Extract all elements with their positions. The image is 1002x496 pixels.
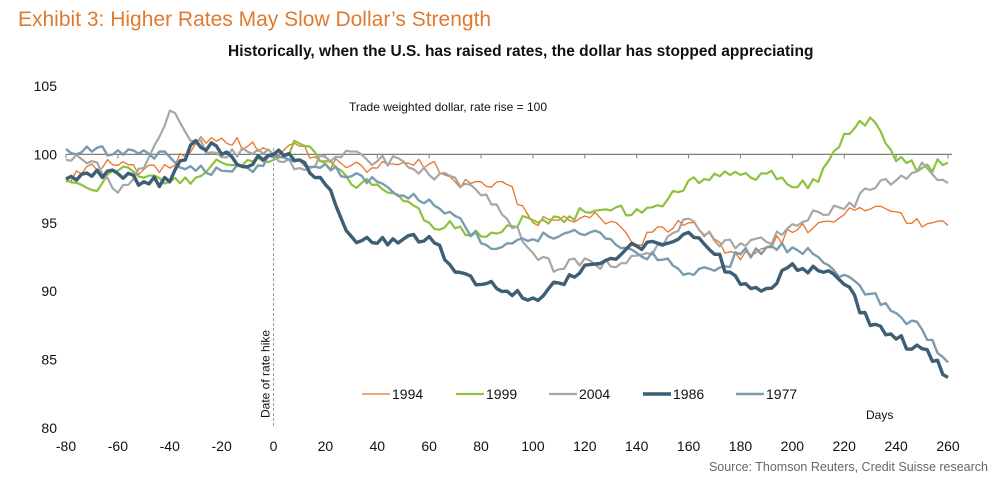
y-axis: 80 85 90 95 100 105 — [34, 78, 58, 436]
chart-annotation: Trade weighted dollar, rate rise = 100 — [349, 100, 547, 114]
source-note: Source: Thomson Reuters, Credit Suisse r… — [708, 460, 988, 474]
x-tick-label: 160 — [677, 438, 701, 454]
x-tick-label: -80 — [56, 438, 76, 454]
x-tick-label: -20 — [212, 438, 232, 454]
y-tick-label: 95 — [41, 215, 57, 231]
y-tick-label: 85 — [41, 352, 57, 368]
legend-label-1977: 1977 — [766, 386, 797, 402]
x-tick-label: -60 — [108, 438, 128, 454]
series-group — [65, 109, 949, 379]
y-tick-label: 80 — [41, 420, 57, 436]
series-line-2004 — [65, 109, 949, 273]
x-tick-label: 40 — [370, 438, 386, 454]
x-tick-label: 20 — [318, 438, 334, 454]
legend-label-1994: 1994 — [392, 386, 423, 402]
x-axis-label: Days — [866, 408, 893, 422]
x-tick-label: 120 — [573, 438, 597, 454]
legend-label-1986: 1986 — [673, 386, 704, 402]
series-line-1986 — [65, 139, 949, 379]
x-tick-label: 260 — [936, 438, 960, 454]
y-tick-label: 105 — [34, 78, 58, 94]
exhibit-title: Exhibit 3: Higher Rates May Slow Dollar’… — [18, 8, 492, 31]
chart-subtitle: Historically, when the U.S. has raised r… — [228, 43, 814, 60]
x-axis: -80 -60 -40 -20 0 20 40 60 80 100 120 140 160 180 200 2… — [56, 438, 960, 454]
x-tick-label: 200 — [781, 438, 805, 454]
series-line-1999 — [65, 116, 949, 238]
x-tick-label: 60 — [421, 438, 437, 454]
series-line-1994 — [65, 136, 949, 261]
x-tick-label: 220 — [833, 438, 857, 454]
x-tick-label: 140 — [625, 438, 649, 454]
x-tick-label: 0 — [270, 438, 278, 454]
x-tick-label: 80 — [473, 438, 489, 454]
x-tick-label: -40 — [160, 438, 180, 454]
series-line-1977 — [65, 145, 949, 364]
y-tick-label: 90 — [41, 283, 57, 299]
x-tick-label: 240 — [884, 438, 908, 454]
x-tick-label: 180 — [729, 438, 753, 454]
legend-label-2004: 2004 — [579, 386, 610, 402]
rate-hike-label: Date of rate hike — [259, 330, 273, 418]
legend-label-1999: 1999 — [486, 386, 517, 402]
x-tick-label: 100 — [521, 438, 545, 454]
legend: 1994 1999 2004 1986 1977 — [362, 386, 797, 402]
y-tick-label: 100 — [34, 146, 58, 162]
